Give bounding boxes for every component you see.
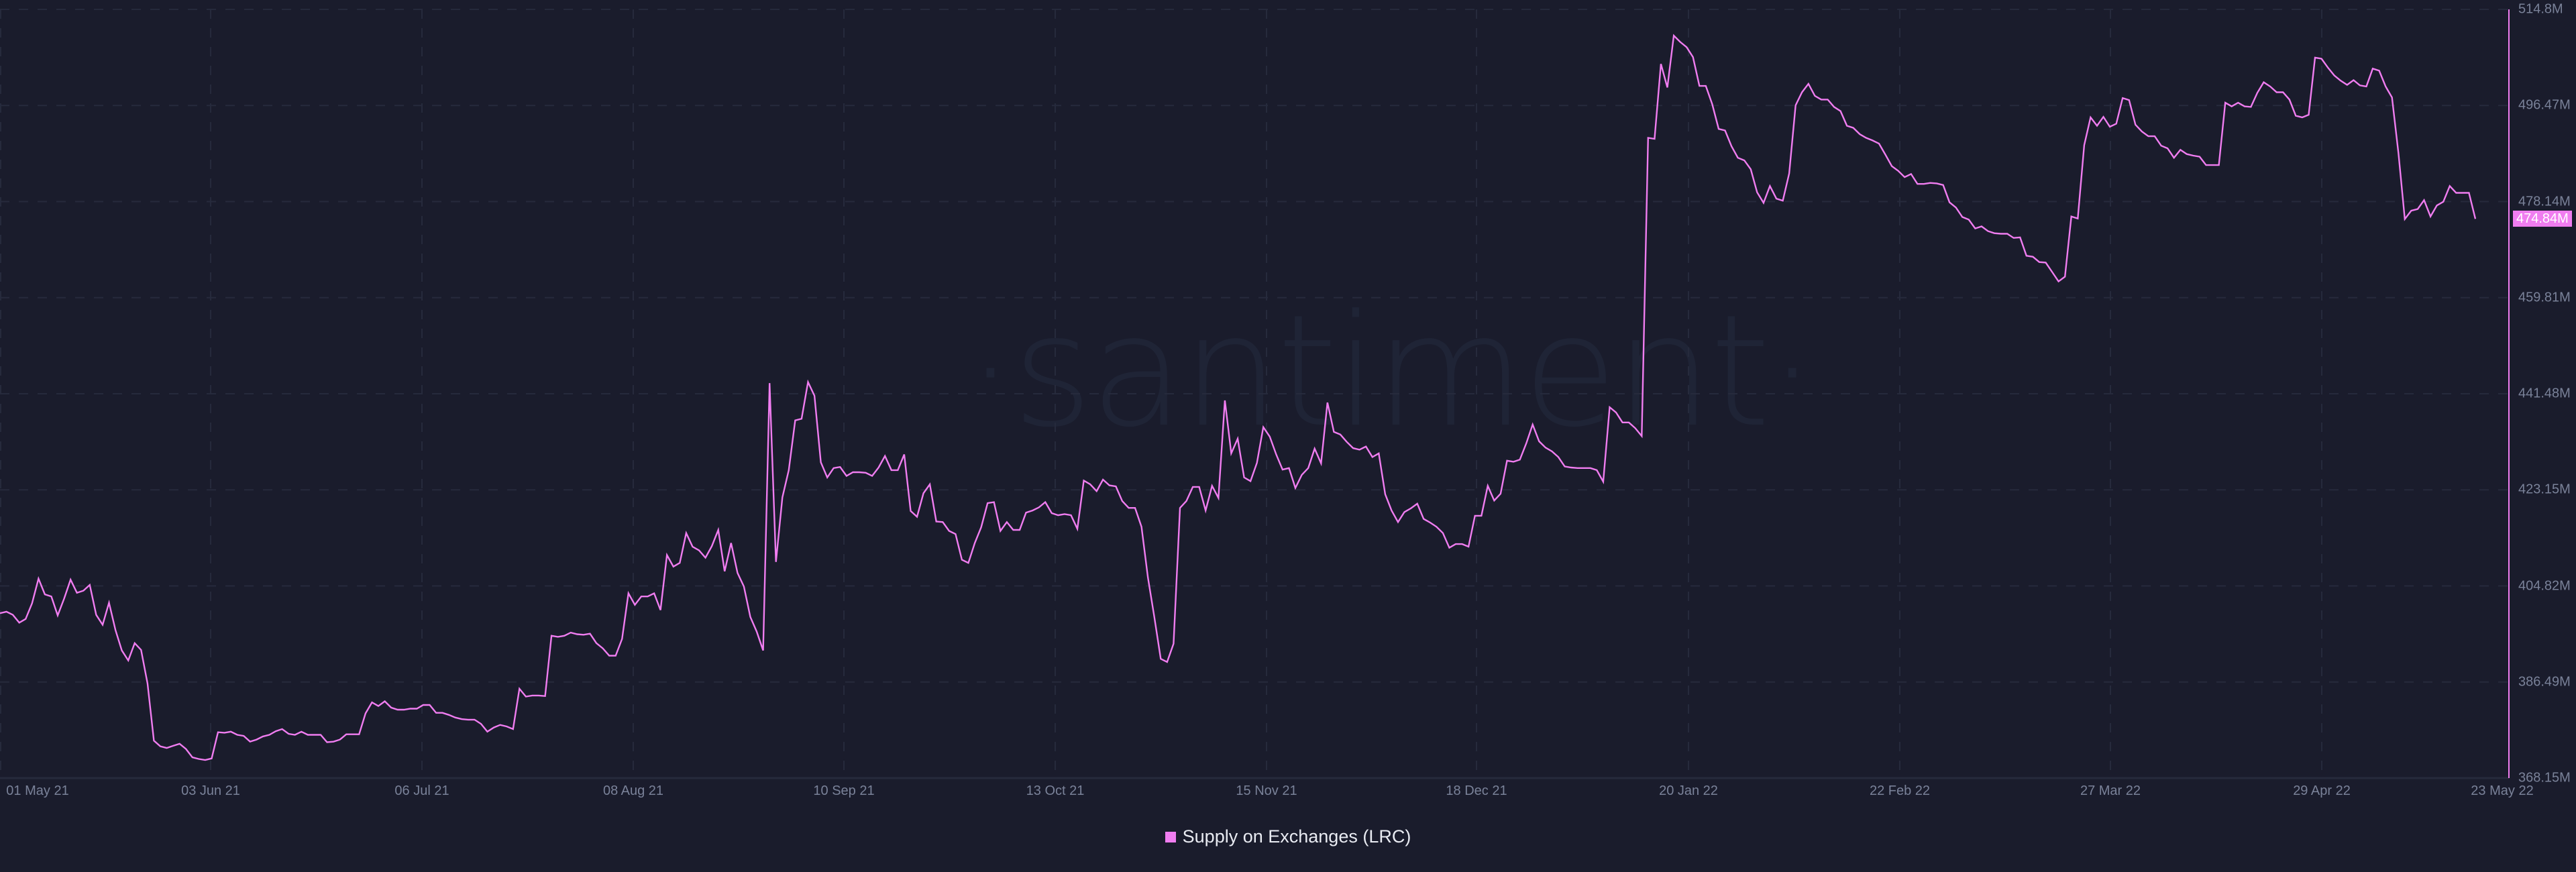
x-tick-label: 27 Mar 22	[2080, 783, 2141, 798]
y-tick-label: 478.14M	[2518, 194, 2571, 209]
santiment-watermark: ·santiment·	[966, 282, 1817, 461]
y-tick-label: 441.48M	[2518, 386, 2571, 401]
x-tick-label: 23 May 22	[2471, 783, 2534, 798]
x-tick-label: 15 Nov 21	[1236, 783, 1297, 798]
y-tick-label: 386.49M	[2518, 674, 2571, 690]
current-value-tag: 474.84M	[2513, 211, 2572, 227]
x-tick-label: 01 May 21	[6, 783, 69, 798]
x-tick-label: 08 Aug 21	[602, 783, 664, 798]
x-tick-label: 06 Jul 21	[394, 783, 449, 798]
y-tick-label: 496.47M	[2518, 97, 2571, 113]
y-tick-label: 459.81M	[2518, 290, 2571, 305]
x-tick-label: 29 Apr 22	[2293, 783, 2351, 798]
grid	[0, 9, 2509, 778]
x-tick-label: 13 Oct 21	[1026, 783, 1085, 798]
legend-swatch-icon	[1165, 831, 1176, 842]
y-tick-label: 368.15M	[2518, 770, 2571, 785]
x-tick-label: 03 Jun 21	[181, 783, 240, 798]
legend[interactable]: Supply on Exchanges (LRC)	[0, 826, 2576, 847]
x-tick-label: 10 Sep 21	[813, 783, 875, 798]
y-tick-label: 514.8M	[2518, 1, 2563, 17]
x-tick-label: 18 Dec 21	[1446, 783, 1507, 798]
y-tick-label: 423.15M	[2518, 482, 2571, 497]
supply-on-exchanges-line[interactable]	[0, 34, 2477, 761]
legend-label: Supply on Exchanges (LRC)	[1182, 826, 1411, 847]
x-tick-label: 22 Feb 22	[1869, 783, 1931, 798]
x-tick-label: 20 Jan 22	[1659, 783, 1718, 798]
y-tick-label: 404.82M	[2518, 578, 2571, 593]
